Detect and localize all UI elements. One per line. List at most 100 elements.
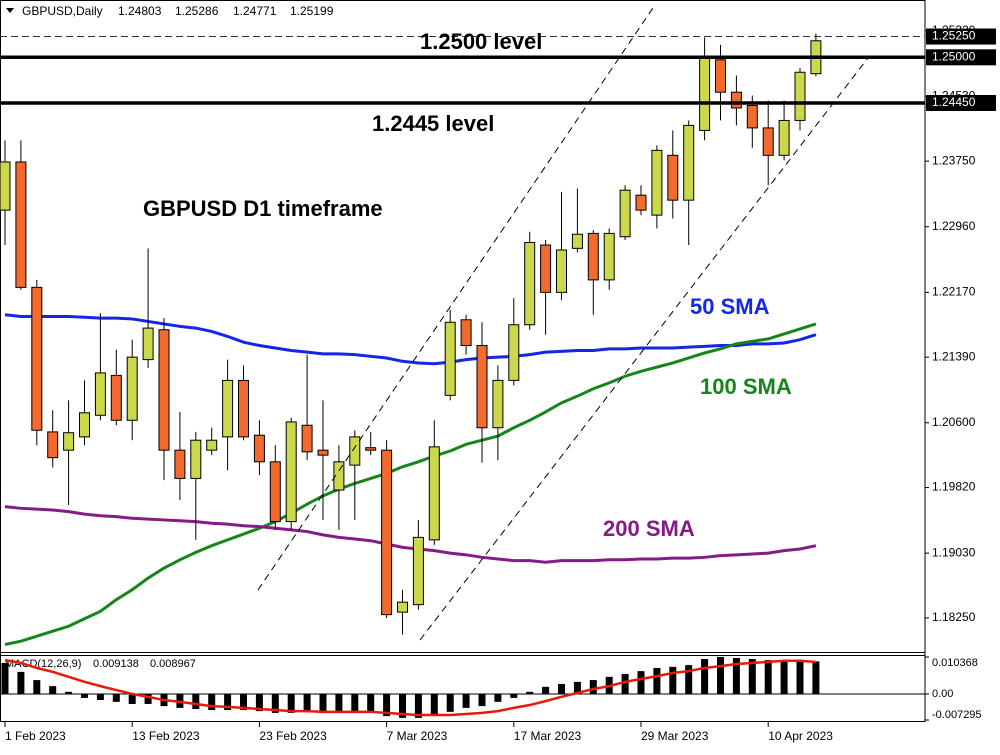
macd-bar — [462, 693, 470, 708]
y-tick-label: 1.19030 — [932, 545, 976, 559]
candle-body — [63, 432, 75, 451]
menu-arrow[interactable] — [6, 8, 14, 13]
macd-bar — [399, 693, 406, 718]
candle-body — [79, 412, 90, 438]
candle-body — [110, 374, 122, 421]
macd-bar — [128, 693, 136, 704]
x-tick-label: 13 Feb 2023 — [132, 729, 200, 743]
y-tick-label: -0.007295 — [932, 709, 982, 721]
y-tick-label: 1.19820 — [932, 480, 976, 494]
candle-body — [333, 461, 345, 491]
macd-bar — [780, 660, 788, 694]
ohlc-open: 1.24803 — [118, 4, 162, 18]
price-box — [926, 94, 996, 111]
x-tick-label: 17 Mar 2023 — [514, 729, 582, 743]
candle-body — [365, 447, 377, 451]
candle-body — [285, 421, 297, 523]
macd-bar — [224, 693, 232, 711]
macd-bar — [430, 693, 438, 717]
y-tick-label: 1.23750 — [932, 153, 976, 167]
macd-bar — [303, 693, 311, 712]
macd-bar — [112, 693, 120, 702]
macd-bar — [701, 659, 709, 694]
channel-line — [257, 4, 656, 591]
macd-bar — [33, 680, 41, 694]
candle-body — [206, 439, 218, 451]
price-box — [926, 28, 996, 45]
candle-body — [460, 319, 472, 347]
candle-body — [301, 424, 313, 453]
macd-bar — [271, 693, 279, 713]
series-label: 50 SMA — [690, 294, 770, 319]
y-tick-label: 1.21390 — [932, 349, 976, 363]
macd-bar — [589, 680, 597, 694]
macd-bar — [192, 693, 200, 709]
macd-bar — [208, 693, 216, 711]
candle-body — [158, 329, 170, 451]
candle-body — [587, 232, 599, 281]
candle-body — [635, 194, 647, 211]
candle-body — [397, 601, 408, 613]
macd-bar — [319, 693, 327, 712]
candle-body — [540, 244, 552, 293]
candle-body — [31, 286, 43, 431]
annotation: GBPUSD D1 timeframe — [143, 196, 383, 221]
candle-body — [730, 91, 742, 109]
macd-bar — [49, 686, 57, 694]
x-tick-label: 1 Feb 2023 — [5, 729, 66, 743]
macd-bar — [65, 691, 73, 694]
macd-bar — [510, 693, 518, 698]
sma-line — [4, 505, 817, 564]
signal-line — [4, 658, 816, 717]
candle-body — [508, 324, 520, 381]
x-tick-label: 7 Mar 2023 — [387, 729, 448, 743]
candle-body — [651, 149, 663, 216]
macd-bar — [287, 693, 295, 713]
candle-body — [381, 449, 393, 616]
candle-body — [699, 56, 711, 131]
candle-body — [492, 379, 504, 429]
plot-frame — [0, 0, 926, 722]
candle-body — [94, 372, 106, 416]
candle-body — [174, 449, 186, 479]
candle-body — [253, 434, 265, 463]
macd-value: 0.009138 — [93, 658, 139, 670]
macd-bar — [367, 693, 375, 713]
macd-bar — [685, 665, 693, 694]
candle-body — [603, 232, 615, 281]
macd-bar — [748, 659, 756, 694]
macd-bar — [1, 662, 9, 694]
macd-bar — [144, 693, 152, 704]
candle-body — [47, 431, 59, 459]
candle-body — [190, 439, 202, 479]
macd-bar — [526, 691, 534, 694]
level-annotation: 1.2445 level — [372, 111, 494, 136]
macd-bar — [621, 674, 629, 694]
macd-bar — [732, 657, 740, 694]
macd-bar — [17, 671, 25, 694]
y-tick-label: 0.00 — [932, 688, 953, 700]
macd-bar — [351, 693, 359, 712]
level-label: 1.25000 — [932, 49, 976, 63]
candle-body — [0, 161, 11, 211]
series-label: 200 SMA — [603, 516, 695, 541]
macd-bar — [240, 693, 247, 711]
macd-bar — [796, 660, 804, 694]
x-tick-label: 23 Feb 2023 — [259, 729, 327, 743]
ohlc-low: 1.24771 — [233, 4, 277, 18]
macd-bar — [653, 667, 661, 694]
series-label: 100 SMA — [700, 374, 792, 399]
price-box — [926, 49, 996, 66]
macd-bar — [637, 671, 645, 694]
macd-bar — [383, 693, 391, 717]
candle-body — [746, 104, 758, 129]
candle-body — [142, 327, 154, 361]
candle-body — [428, 446, 440, 541]
candle-body — [15, 161, 27, 288]
candle-body — [556, 249, 567, 293]
macd-bar — [255, 693, 263, 712]
level-annotation: 1.2500 level — [420, 29, 542, 54]
symbol-title: GBPUSD,Daily — [22, 4, 103, 18]
